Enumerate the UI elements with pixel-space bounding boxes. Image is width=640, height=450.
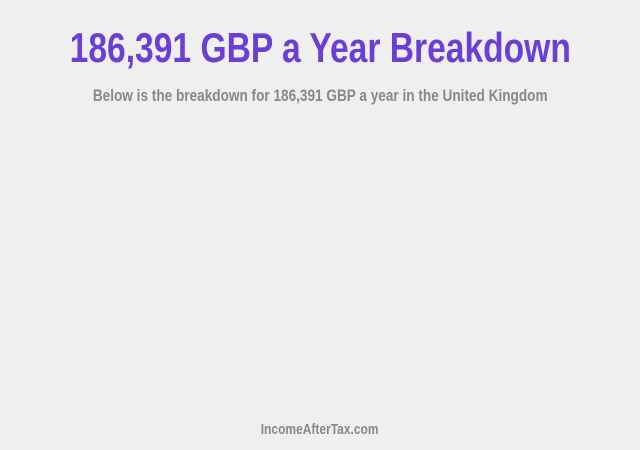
footer-site-link[interactable]: IncomeAfterTax.com <box>0 421 640 438</box>
page-title-text: 186,391 GBP a Year Breakdown <box>69 24 571 71</box>
page-title: 186,391 GBP a Year Breakdown <box>0 24 640 72</box>
page-subtitle-text: Below is the breakdown for 186,391 GBP a… <box>92 86 548 105</box>
page-subtitle: Below is the breakdown for 186,391 GBP a… <box>0 86 640 106</box>
footer-site-text[interactable]: IncomeAfterTax.com <box>261 421 379 438</box>
